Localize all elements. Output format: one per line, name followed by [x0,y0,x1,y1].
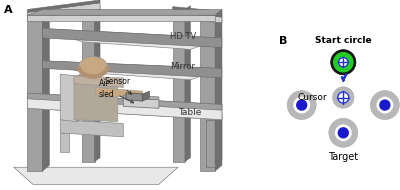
Circle shape [379,99,390,111]
Circle shape [332,87,354,108]
Polygon shape [42,28,222,48]
Text: Mirror: Mirror [170,62,195,71]
Polygon shape [173,7,222,17]
Polygon shape [14,167,178,184]
Polygon shape [27,10,222,15]
Polygon shape [42,61,222,78]
Polygon shape [60,74,77,122]
Polygon shape [74,76,123,87]
Circle shape [296,99,307,111]
Polygon shape [27,105,222,120]
Polygon shape [185,6,190,161]
Text: Sensor: Sensor [104,77,132,94]
Polygon shape [77,72,85,122]
Circle shape [331,50,356,75]
Circle shape [376,97,393,113]
Circle shape [337,91,350,104]
Polygon shape [173,12,222,23]
Circle shape [293,97,310,113]
Circle shape [338,127,349,139]
Polygon shape [27,93,222,120]
Polygon shape [123,95,159,100]
Polygon shape [206,120,215,167]
Circle shape [335,124,352,141]
Polygon shape [42,28,222,49]
Polygon shape [82,10,94,162]
Polygon shape [42,61,222,80]
Text: Air
sled: Air sled [99,79,134,103]
Polygon shape [215,10,222,171]
Polygon shape [74,78,118,122]
Polygon shape [85,74,101,79]
Text: Table: Table [178,108,202,117]
Circle shape [338,57,348,67]
Text: HD TV: HD TV [170,32,196,41]
Polygon shape [27,15,42,171]
Polygon shape [27,3,100,19]
Polygon shape [42,10,49,171]
Polygon shape [123,98,159,108]
Text: A: A [4,5,13,15]
Polygon shape [126,93,142,101]
Polygon shape [27,0,100,12]
Text: Target: Target [328,152,358,162]
Polygon shape [27,93,222,110]
Circle shape [79,57,108,76]
Polygon shape [96,87,142,99]
Polygon shape [173,10,185,162]
Polygon shape [200,15,215,171]
Polygon shape [60,120,123,137]
Circle shape [333,52,354,73]
Text: Start circle: Start circle [315,36,372,45]
Text: Cursor: Cursor [298,93,328,102]
Circle shape [287,91,316,120]
Polygon shape [215,114,222,163]
Circle shape [370,91,399,120]
Text: B: B [279,36,288,46]
Polygon shape [142,91,149,101]
Circle shape [329,118,358,147]
Polygon shape [94,6,100,161]
Polygon shape [60,133,68,152]
Polygon shape [27,15,215,21]
